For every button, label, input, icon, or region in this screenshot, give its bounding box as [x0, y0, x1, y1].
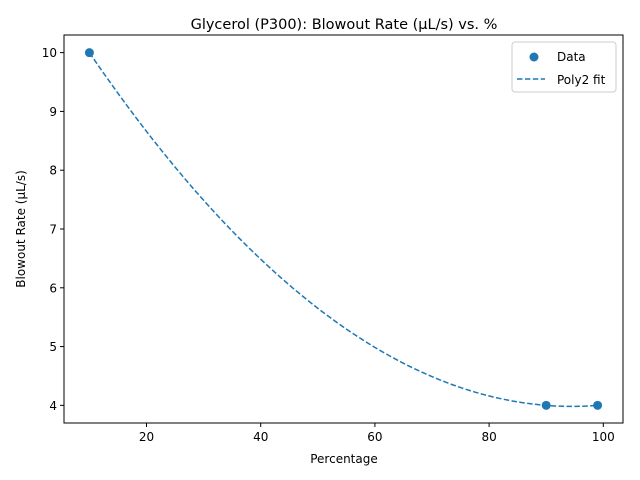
legend: Data Poly2 fit	[511, 41, 617, 93]
chart-title: Glycerol (P300): Blowout Rate (µL/s) vs.…	[191, 17, 498, 33]
data-point	[84, 48, 94, 58]
y-tick-label: 10	[42, 46, 57, 60]
x-axis-label: Percentage	[310, 452, 378, 466]
y-tick-label: 5	[49, 340, 57, 354]
x-tick-label: 20	[139, 430, 154, 444]
y-tick-label: 8	[49, 164, 57, 178]
y-axis-ticks: 4 5 6 7 8 9 10	[42, 46, 64, 413]
y-axis-label: Blowout Rate (µL/s)	[14, 170, 28, 288]
data-point	[593, 400, 603, 410]
legend-label-fit: Poly2 fit	[557, 73, 606, 87]
plot-area	[84, 48, 603, 410]
legend-label-data: Data	[557, 50, 586, 64]
y-tick-label: 9	[49, 105, 57, 119]
x-tick-label: 80	[481, 430, 496, 444]
x-axis-ticks: 20 40 60 80 100	[139, 423, 615, 444]
x-tick-label: 100	[592, 430, 615, 444]
y-tick-label: 4	[49, 399, 57, 413]
legend-marker-data	[529, 52, 539, 62]
y-tick-label: 6	[49, 281, 57, 295]
y-tick-label: 7	[49, 223, 57, 237]
fit-curve	[88, 52, 598, 408]
x-tick-label: 60	[367, 430, 382, 444]
x-tick-label: 40	[253, 430, 268, 444]
data-point	[541, 400, 551, 410]
